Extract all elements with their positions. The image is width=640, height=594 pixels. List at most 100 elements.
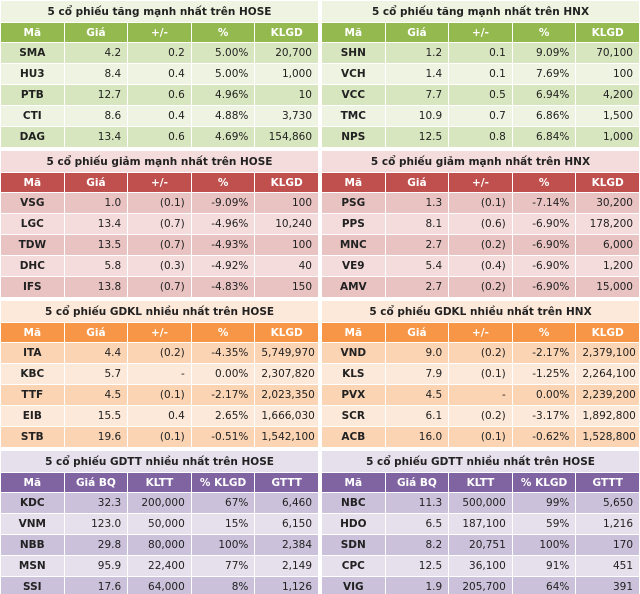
table-title: 5 cổ phiếu tăng mạnh nhất trên HNX [321,0,640,23]
cell: (0.2) [448,234,513,256]
cell: 91% [511,555,577,577]
cell: 1,666,030 [254,405,319,427]
cell: SMA [0,42,65,64]
data-row: NPS 12.5 0.8 6.84% 1,000 [321,126,640,148]
cell: 15,000 [575,276,640,298]
column-header: Mã [321,322,386,343]
cell: 4.69% [190,126,256,148]
column-header: % [190,172,256,193]
cell: 100 [254,192,319,214]
cell: 178,200 [575,213,640,235]
data-row: IFS 13.8 (0.7) -4.83% 150 [0,276,319,298]
cell: EIB [0,405,65,427]
cell: 1,500 [575,105,640,127]
column-header: Giá [384,22,450,43]
title-row: 5 cổ phiếu GDKL nhiều nhất trên HOSE [0,300,319,323]
title-row: 5 cổ phiếu GDKL nhiều nhất trên HNX [321,300,640,323]
data-row: PVX 4.5-0.00% 2,239,200 [321,384,640,406]
cell: 64% [511,576,577,594]
cell: 95.9 [63,555,129,577]
cell: (0.4) [448,255,513,277]
header-row: Mã Giá +/-% KLGD [0,322,319,343]
cell: KLS [321,363,386,385]
cell: VE9 [321,255,386,277]
table-body: 5 cổ phiếu GDTT nhiều nhất trên HOSE Mã Gi… [0,450,319,594]
stock-table: 5 cổ phiếu tăng mạnh nhất trên HOSE Mã Giá… [0,0,319,148]
table-body: 5 cổ phiếu GDKL nhiều nhất trên HNX Mã Giá… [321,300,640,448]
cell: 30,200 [575,192,640,214]
cell: 187,100 [448,513,513,535]
column-header: +/- [127,322,192,343]
column-header: +/- [448,22,513,43]
column-header: Giá [384,172,450,193]
cell: 20,700 [254,42,319,64]
cell: 4,200 [575,84,640,106]
column-header: Giá [384,322,450,343]
column-header: Mã [321,172,386,193]
column-header: +/- [127,172,192,193]
column-header: Mã [321,472,386,493]
cell: 200,000 [127,492,192,514]
cell: 9.09% [511,42,577,64]
table-body: 5 cổ phiếu GDKL nhiều nhất trên HOSE Mã Gi… [0,300,319,448]
cell: -4.93% [190,234,256,256]
data-row: DHC 5.8 (0.3) -4.92% 40 [0,255,319,277]
cell: 36,100 [448,555,513,577]
cell: 2.65% [190,405,256,427]
header-row: Mã Giá BQ KLTT% KLGD GTTT [321,472,640,493]
cell: 1,000 [575,126,640,148]
cell: PTB [0,84,65,106]
cell: -0.62% [511,426,577,448]
cell: 0.4 [127,105,192,127]
cell: 1,892,800 [575,405,640,427]
cell: (0.7) [127,213,192,235]
column-header: KLTT [448,472,513,493]
column-header: +/- [127,22,192,43]
column-header: KLGD [254,172,319,193]
cell: 13.4 [63,213,129,235]
cell: -3.17% [511,405,577,427]
column-header: Giá BQ [384,472,450,493]
table-body: 5 cổ phiếu giảm mạnh nhất trên HOSE Mã Giá… [0,150,319,298]
cell: SHN [321,42,386,64]
cell: -6.90% [511,255,577,277]
cell: 0.5 [448,84,513,106]
stock-table: 5 cổ phiếu GDKL nhiều nhất trên HNX Mã Giá… [321,300,640,448]
cell: MNC [321,234,386,256]
cell: 2,239,200 [575,384,640,406]
cell: LGC [0,213,65,235]
table-body: 5 cổ phiếu tăng mạnh nhất trên HNX Mã Giá +… [321,0,640,148]
cell: 6.86% [511,105,577,127]
data-row: PPS 8.1 (0.6) -6.90% 178,200 [321,213,640,235]
cell: 8% [190,576,256,594]
cell: 6.5 [384,513,450,535]
cell: -2.17% [190,384,256,406]
cell: 10.9 [384,105,450,127]
cell: (0.3) [127,255,192,277]
cell: TTF [0,384,65,406]
column-header: Giá BQ [63,472,129,493]
data-row: NBC 11.3 500,000 99% 5,650 [321,492,640,514]
cell: 0.6 [127,84,192,106]
cell: 205,700 [448,576,513,594]
cell: 4.5 [384,384,450,406]
cell: 5.8 [63,255,129,277]
cell: 451 [575,555,640,577]
cell: 5.00% [190,63,256,85]
data-row: DAG 13.4 0.6 4.69% 154,860 [0,126,319,148]
cell: -2.17% [511,342,577,364]
column-header: Giá [63,172,129,193]
cell: 5.7 [63,363,129,385]
data-row: VE9 5.4 (0.4) -6.90% 1,200 [321,255,640,277]
cell: DHC [0,255,65,277]
cell: ACB [321,426,386,448]
column-header: % KLGD [190,472,256,493]
cell: 1.0 [63,192,129,214]
cell: CTI [0,105,65,127]
data-row: KLS 7.9 (0.1) -1.25% 2,264,100 [321,363,640,385]
title-row: 5 cổ phiếu tăng mạnh nhất trên HOSE [0,0,319,23]
cell: 150 [254,276,319,298]
cell: 22,400 [127,555,192,577]
stock-table: 5 cổ phiếu GDKL nhiều nhất trên HOSE Mã Gi… [0,300,319,448]
column-header: KLGD [575,322,640,343]
